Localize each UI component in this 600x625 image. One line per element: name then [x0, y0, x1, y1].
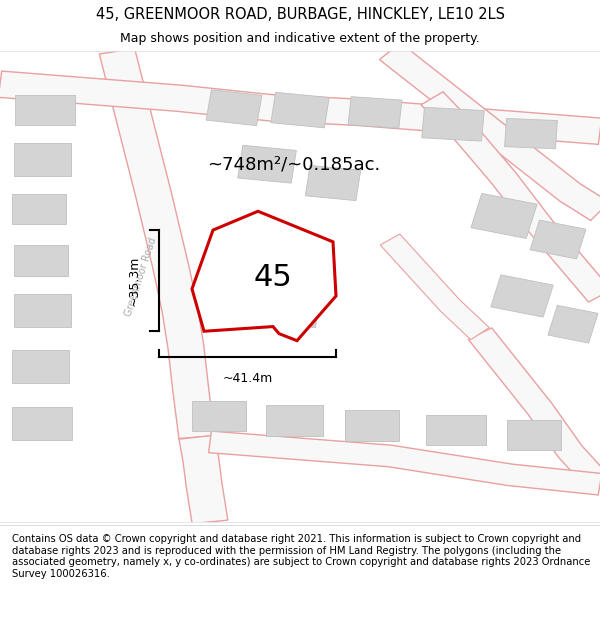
Polygon shape: [192, 401, 246, 431]
Polygon shape: [426, 415, 486, 446]
Polygon shape: [14, 294, 71, 327]
Polygon shape: [348, 97, 402, 128]
Polygon shape: [422, 107, 484, 141]
Polygon shape: [380, 234, 489, 339]
Text: Greenmoor Road: Greenmoor Road: [124, 236, 158, 318]
Polygon shape: [271, 92, 329, 128]
Polygon shape: [345, 410, 399, 441]
Polygon shape: [421, 92, 600, 302]
Polygon shape: [265, 406, 323, 436]
Polygon shape: [13, 350, 70, 383]
Polygon shape: [305, 166, 361, 201]
Text: 45, GREENMOOR ROAD, BURBAGE, HINCKLEY, LE10 2LS: 45, GREENMOOR ROAD, BURBAGE, HINCKLEY, L…: [95, 7, 505, 22]
Polygon shape: [471, 193, 537, 239]
Polygon shape: [505, 119, 557, 149]
Polygon shape: [379, 43, 600, 221]
Polygon shape: [507, 419, 561, 450]
Polygon shape: [15, 95, 75, 126]
Text: Contains OS data © Crown copyright and database right 2021. This information is : Contains OS data © Crown copyright and d…: [12, 534, 590, 579]
Polygon shape: [179, 435, 228, 524]
Polygon shape: [192, 211, 336, 341]
Polygon shape: [0, 71, 600, 144]
Polygon shape: [238, 145, 296, 183]
Polygon shape: [268, 292, 320, 328]
Polygon shape: [14, 246, 68, 276]
Polygon shape: [468, 328, 600, 491]
Polygon shape: [548, 306, 598, 343]
Polygon shape: [206, 90, 262, 126]
Polygon shape: [12, 407, 72, 439]
Polygon shape: [530, 220, 586, 259]
Polygon shape: [12, 194, 66, 224]
Polygon shape: [209, 431, 600, 495]
Text: ~35.3m: ~35.3m: [127, 256, 140, 306]
Polygon shape: [14, 143, 71, 176]
Text: 45: 45: [254, 262, 292, 292]
Text: Map shows position and indicative extent of the property.: Map shows position and indicative extent…: [120, 32, 480, 45]
Text: ~41.4m: ~41.4m: [223, 372, 272, 385]
Text: ~748m²/~0.185ac.: ~748m²/~0.185ac.: [207, 155, 380, 173]
Polygon shape: [100, 49, 215, 439]
Polygon shape: [491, 275, 553, 317]
Polygon shape: [228, 232, 288, 275]
